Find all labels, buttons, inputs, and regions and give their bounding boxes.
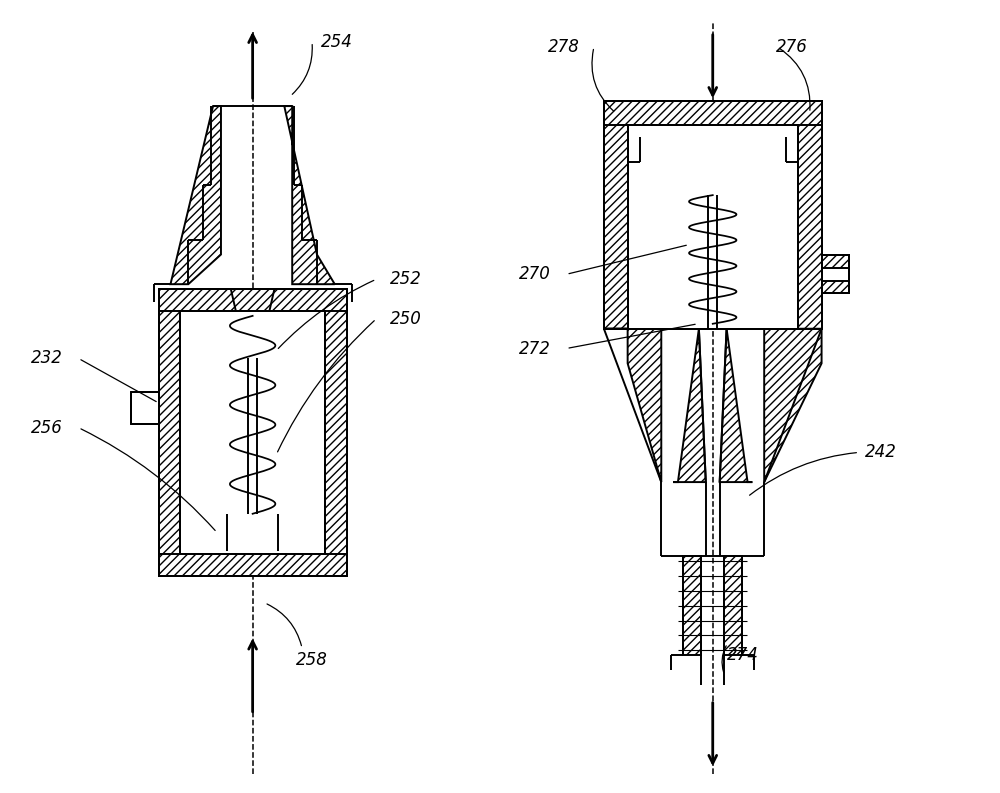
Bar — [681, 167, 745, 195]
Bar — [628, 125, 798, 329]
Bar — [822, 255, 849, 293]
Text: 258: 258 — [296, 651, 328, 669]
Text: 232: 232 — [31, 350, 63, 367]
Text: 256: 256 — [31, 419, 63, 437]
Polygon shape — [764, 329, 822, 482]
Bar — [604, 102, 628, 329]
Bar — [159, 289, 180, 576]
Bar — [798, 102, 822, 329]
Bar — [724, 557, 742, 655]
Bar — [217, 514, 288, 551]
Text: 252: 252 — [390, 270, 422, 288]
Bar — [131, 392, 159, 423]
Text: 274: 274 — [726, 646, 758, 665]
Polygon shape — [284, 106, 335, 284]
Bar — [325, 289, 347, 576]
Text: 278: 278 — [548, 38, 580, 56]
Text: 270: 270 — [519, 266, 551, 283]
Text: 276: 276 — [776, 38, 808, 56]
Text: 250: 250 — [390, 310, 422, 328]
Polygon shape — [170, 106, 221, 284]
Bar — [604, 102, 822, 125]
Text: 254: 254 — [321, 33, 353, 51]
Text: 242: 242 — [865, 443, 897, 462]
Bar — [822, 255, 849, 268]
Bar — [822, 281, 849, 293]
Bar — [180, 311, 325, 554]
Polygon shape — [720, 329, 752, 482]
Polygon shape — [604, 329, 661, 482]
Bar — [159, 289, 347, 311]
Bar — [159, 554, 347, 576]
Text: 272: 272 — [519, 339, 551, 358]
Polygon shape — [673, 329, 706, 482]
Bar — [683, 557, 701, 655]
